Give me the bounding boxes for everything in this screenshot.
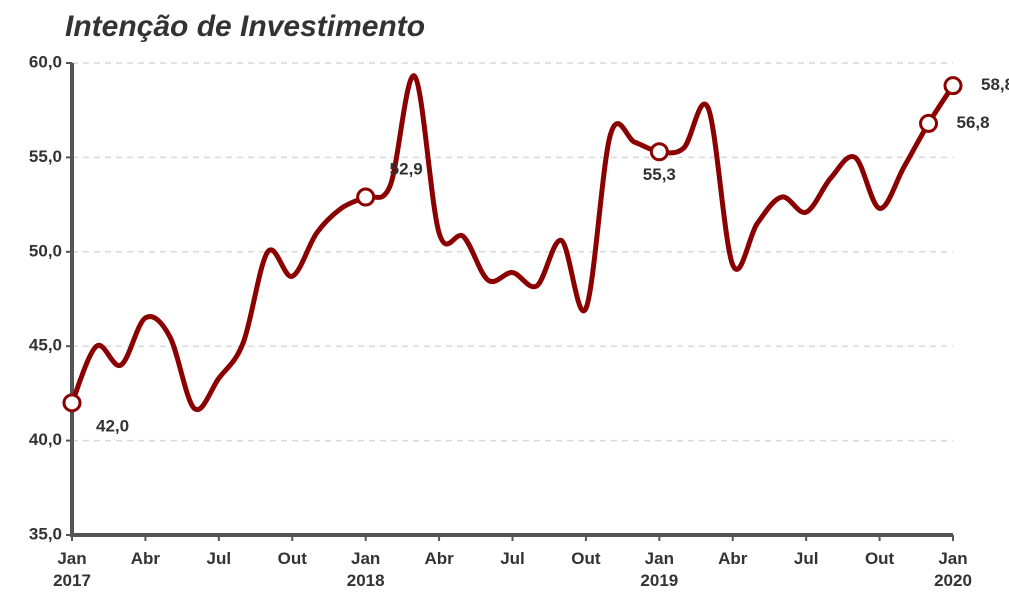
marker xyxy=(356,187,376,207)
data-label: 56,8 xyxy=(957,113,990,132)
x-tick-label: Abr xyxy=(130,549,161,568)
y-tick-label: 55,0 xyxy=(29,147,62,166)
x-tick-label: Jul xyxy=(206,549,232,568)
data-label: 42,0 xyxy=(96,416,129,435)
y-tick-label: 35,0 xyxy=(29,524,62,543)
x-tick-label: Jan 2018 xyxy=(346,549,385,590)
line xyxy=(69,73,956,413)
y-tick-label: 50,0 xyxy=(29,241,62,260)
marker xyxy=(62,393,82,413)
x-tick-label: Jan 2020 xyxy=(934,549,972,590)
x-tick-label: Abr xyxy=(718,549,748,568)
y-tick-label: 45,0 xyxy=(29,336,62,355)
x-tick-label: Jul xyxy=(500,549,525,568)
y-tick-label: 40,0 xyxy=(29,430,62,449)
marker xyxy=(943,76,963,96)
x-tick-label: Jul xyxy=(793,549,819,568)
data-label: 58,8 xyxy=(981,75,1009,94)
x-tick-label: Out xyxy=(277,549,307,568)
x-tick-label: Jan 2019 xyxy=(640,549,679,590)
x-tick-label: Abr xyxy=(424,549,454,568)
x-tick-label: Out xyxy=(571,549,601,568)
marker xyxy=(649,142,669,162)
marker xyxy=(919,113,939,133)
chart-title: Intenção de Investimento xyxy=(65,10,425,43)
data-label: 52,9 xyxy=(390,160,423,179)
x-tick-label: Jan 2017 xyxy=(53,549,91,590)
data-label: 55,3 xyxy=(643,165,676,184)
x-tick-label: Out xyxy=(864,549,895,568)
y-tick-label: 60,0 xyxy=(29,52,62,71)
